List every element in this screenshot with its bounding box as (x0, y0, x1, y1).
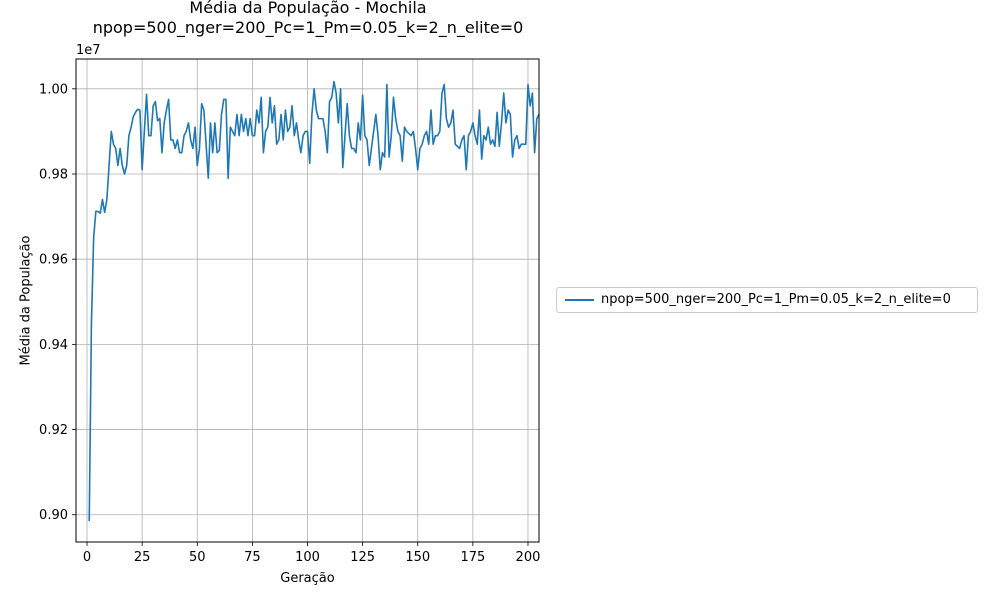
y-axis-label: Média da População (19, 235, 34, 365)
y-tick-label: 1.00 (39, 82, 68, 97)
x-tick-label: 150 (405, 550, 430, 565)
x-tick-label: 100 (295, 550, 320, 565)
x-tick-label: 175 (460, 550, 485, 565)
y-offset-label: 1e7 (76, 43, 101, 58)
x-tick-label: 125 (350, 550, 375, 565)
x-axis-label: Geração (280, 571, 334, 586)
x-tick-label: 0 (83, 550, 91, 565)
y-tick-label: 0.92 (39, 423, 68, 438)
x-tick-label: 25 (134, 550, 151, 565)
chart-title-line-2: npop=500_nger=200_Pc=1_Pm=0.05_k=2_n_eli… (92, 18, 524, 37)
y-tick-label: 0.98 (39, 168, 68, 183)
legend-line-swatch (565, 299, 594, 301)
legend: npop=500_nger=200_Pc=1_Pm=0.05_k=2_n_eli… (556, 287, 978, 313)
x-tick-label: 75 (244, 550, 261, 565)
x-tick-label: 50 (189, 550, 206, 565)
chart-title-line-1: Média da População - Mochila (189, 0, 427, 17)
series-line (88, 80, 540, 522)
y-tick-label: 0.90 (39, 508, 68, 523)
y-tick-label: 0.96 (39, 253, 68, 268)
grid-lines (76, 59, 539, 542)
series-group (88, 80, 540, 522)
y-tick-label: 0.94 (39, 338, 68, 353)
axis-ticks: 0 25 50 75 100 125 150 175 200 0.90 0.92 0.94 0.96 0.… (39, 82, 540, 565)
x-tick-label: 200 (516, 550, 541, 565)
legend-entry-label: npop=500_nger=200_Pc=1_Pm=0.05_k=2_n_eli… (601, 292, 951, 307)
